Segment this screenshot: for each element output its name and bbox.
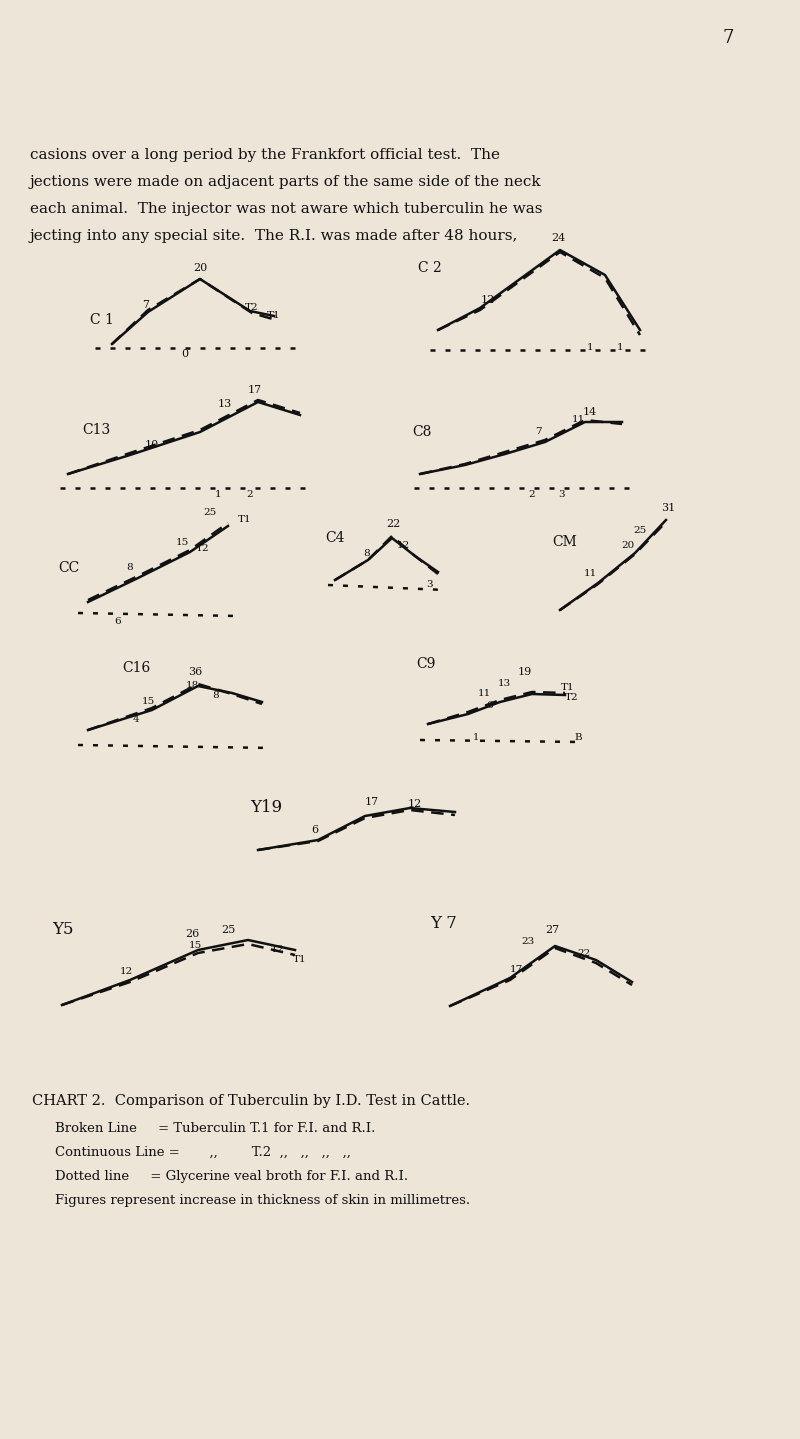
- Text: 36: 36: [188, 668, 202, 676]
- Text: C13: C13: [82, 423, 110, 437]
- Text: 17: 17: [248, 386, 262, 394]
- Text: 4: 4: [133, 715, 139, 724]
- Text: Y 7: Y 7: [430, 915, 457, 932]
- Text: C16: C16: [122, 661, 150, 675]
- Text: 17: 17: [510, 966, 522, 974]
- Text: 31: 31: [661, 504, 675, 512]
- Text: 12: 12: [396, 541, 410, 550]
- Text: 20: 20: [193, 263, 207, 273]
- Text: C4: C4: [325, 531, 345, 545]
- Text: C 2: C 2: [418, 260, 442, 275]
- Text: 18: 18: [186, 681, 198, 689]
- Text: 22: 22: [386, 519, 400, 530]
- Text: jections were made on adjacent parts of the same side of the neck: jections were made on adjacent parts of …: [30, 176, 542, 189]
- Text: 7: 7: [722, 29, 734, 47]
- Text: 12: 12: [119, 967, 133, 977]
- Text: Y5: Y5: [52, 921, 74, 938]
- Text: 15: 15: [188, 941, 202, 951]
- Text: T2: T2: [245, 304, 259, 312]
- Text: 17: 17: [365, 797, 379, 807]
- Text: 24: 24: [551, 233, 565, 243]
- Text: 7: 7: [142, 299, 150, 309]
- Text: 7: 7: [534, 427, 542, 436]
- Text: Dotted line     = Glycerine veal broth for F.I. and R.I.: Dotted line = Glycerine veal broth for F…: [55, 1170, 408, 1183]
- Text: T2: T2: [196, 544, 210, 553]
- Text: 11: 11: [478, 689, 490, 698]
- Text: 1: 1: [586, 342, 594, 351]
- Text: C9: C9: [416, 658, 435, 671]
- Text: 20: 20: [622, 541, 634, 550]
- Text: 14: 14: [583, 407, 597, 417]
- Text: C 1: C 1: [90, 314, 114, 327]
- Text: T2: T2: [271, 945, 285, 954]
- Text: 3: 3: [426, 580, 434, 589]
- Text: 22: 22: [578, 950, 590, 958]
- Text: T2: T2: [565, 694, 579, 702]
- Text: 11: 11: [583, 570, 597, 578]
- Text: 6: 6: [114, 617, 122, 626]
- Text: 26: 26: [185, 930, 199, 940]
- Text: 23: 23: [522, 937, 534, 947]
- Text: 8: 8: [364, 548, 370, 557]
- Text: 8: 8: [126, 564, 134, 573]
- Text: 2: 2: [529, 489, 535, 498]
- Text: CHART 2.  Comparison of Tuberculin by I.D. Test in Cattle.: CHART 2. Comparison of Tuberculin by I.D…: [32, 1094, 470, 1108]
- Text: 6: 6: [486, 701, 494, 711]
- Text: T1: T1: [267, 311, 281, 319]
- Text: 8: 8: [213, 691, 219, 699]
- Text: 1: 1: [473, 734, 479, 743]
- Text: jecting into any special site.  The R.I. was made after 48 hours,: jecting into any special site. The R.I. …: [30, 229, 518, 243]
- Text: 12: 12: [408, 799, 422, 809]
- Text: 19: 19: [518, 668, 532, 676]
- Text: CC: CC: [58, 561, 79, 576]
- Text: T1: T1: [293, 955, 307, 964]
- Text: 10: 10: [145, 440, 159, 450]
- Text: 15: 15: [142, 698, 154, 707]
- Text: 0: 0: [182, 350, 189, 358]
- Text: 3: 3: [558, 489, 566, 498]
- Text: 13: 13: [498, 679, 510, 688]
- Text: 25: 25: [221, 925, 235, 935]
- Text: 11: 11: [571, 416, 585, 425]
- Text: Continuous Line =       ,,        T.2  ,,   ,,   ,,   ,,: Continuous Line = ,, T.2 ,, ,, ,, ,,: [55, 1145, 351, 1158]
- Text: T1: T1: [238, 515, 252, 524]
- Text: T1: T1: [561, 684, 575, 692]
- Text: 25: 25: [203, 508, 217, 517]
- Text: 1: 1: [617, 342, 623, 351]
- Text: 1: 1: [214, 489, 222, 498]
- Text: Y19: Y19: [250, 800, 282, 816]
- Text: CM: CM: [552, 535, 577, 550]
- Text: 2: 2: [246, 489, 254, 498]
- Text: 15: 15: [175, 538, 189, 547]
- Text: casions over a long period by the Frankfort official test.  The: casions over a long period by the Frankf…: [30, 148, 500, 163]
- Text: 13: 13: [218, 399, 232, 409]
- Text: 12: 12: [481, 295, 495, 305]
- Text: C8: C8: [412, 425, 431, 439]
- Text: B: B: [574, 734, 582, 743]
- Text: 25: 25: [634, 525, 646, 534]
- Text: 6: 6: [311, 825, 318, 835]
- Text: 27: 27: [545, 925, 559, 935]
- Text: each animal.  The injector was not aware which tuberculin he was: each animal. The injector was not aware …: [30, 201, 542, 216]
- Text: Figures represent increase in thickness of skin in millimetres.: Figures represent increase in thickness …: [55, 1194, 470, 1207]
- Text: Broken Line     = Tuberculin T.1 for F.I. and R.I.: Broken Line = Tuberculin T.1 for F.I. an…: [55, 1122, 375, 1135]
